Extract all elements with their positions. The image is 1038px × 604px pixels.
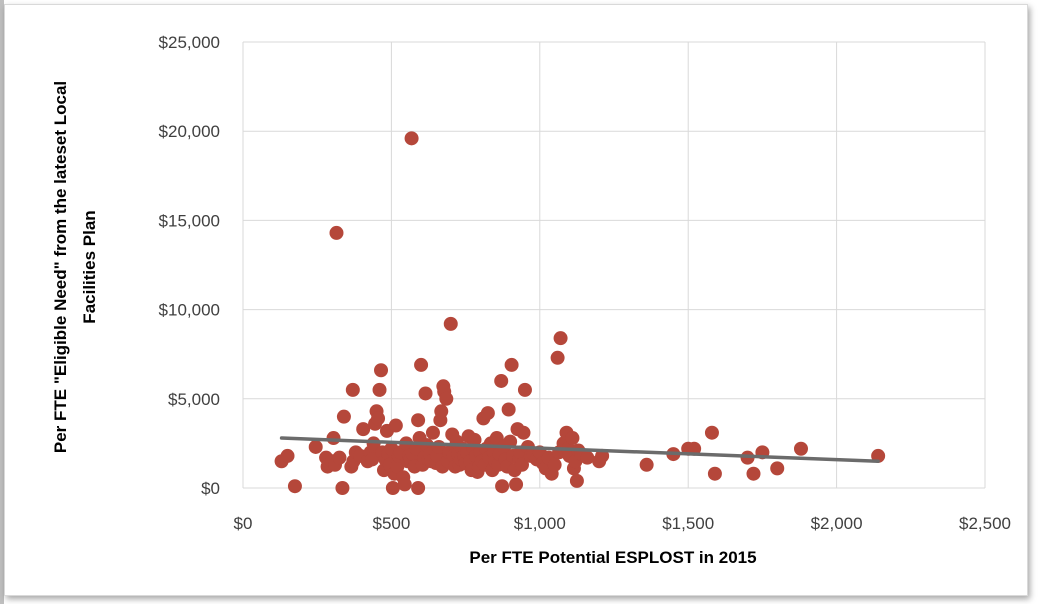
y-tick-label: $20,000 — [159, 122, 220, 141]
data-point — [639, 457, 654, 472]
gridlines — [242, 41, 986, 489]
data-point — [365, 452, 380, 467]
y-tick-label: $0 — [201, 479, 220, 498]
data-point — [280, 448, 295, 463]
y-axis-title: Per FTE "Eligible Need" from the lateset… — [51, 81, 99, 453]
data-point — [514, 457, 529, 472]
data-point — [287, 479, 302, 494]
y-tick-label: $15,000 — [159, 211, 220, 230]
data-point — [411, 413, 426, 428]
x-axis-title: Per FTE Potential ESPLOST in 2015 — [469, 548, 756, 567]
data-point — [371, 411, 386, 426]
data-point — [569, 473, 584, 488]
data-point — [495, 479, 510, 494]
data-point — [388, 418, 403, 433]
trendline-group — [279, 436, 880, 463]
data-point — [494, 373, 509, 388]
x-tick-label: $0 — [234, 514, 253, 533]
data-point — [332, 450, 347, 465]
data-point — [374, 363, 389, 378]
x-tick-label: $500 — [372, 514, 410, 533]
data-point — [565, 431, 580, 446]
data-point — [516, 425, 531, 440]
data-point — [397, 477, 412, 492]
y-axis-title-line1: Per FTE "Eligible Need" from the lateset… — [51, 81, 70, 453]
y-tick-label: $10,000 — [159, 301, 220, 320]
data-point — [580, 450, 595, 465]
data-points — [274, 131, 886, 495]
data-point — [480, 406, 495, 421]
data-point — [793, 441, 808, 456]
data-point — [414, 357, 429, 372]
data-point — [439, 391, 454, 406]
data-point — [553, 331, 568, 346]
y-axis-title-line2: Facilities Plan — [80, 210, 99, 323]
data-point — [372, 382, 387, 397]
y-tick-label: $25,000 — [159, 33, 220, 52]
data-point — [356, 422, 371, 437]
y-tick-label: $5,000 — [168, 390, 220, 409]
x-tick-labels: $0 $500 $1,000 $1,500 $2,000 $2,500 — [234, 514, 1011, 533]
x-tick-label: $2,500 — [959, 514, 1011, 533]
data-point — [404, 131, 419, 146]
data-point — [509, 477, 524, 492]
y-tick-labels: $0 $5,000 $10,000 $15,000 $20,000 $25,000 — [159, 33, 220, 498]
data-point — [336, 409, 351, 424]
data-point — [425, 425, 440, 440]
trendline — [279, 436, 880, 463]
x-tick-label: $2,000 — [811, 514, 863, 533]
data-point — [326, 431, 341, 446]
data-point — [434, 404, 449, 419]
data-point — [345, 382, 360, 397]
window-left-edge — [0, 0, 4, 604]
data-point — [504, 357, 519, 372]
chart-frame — [4, 4, 1028, 596]
data-point — [390, 459, 405, 474]
data-point — [501, 402, 516, 417]
data-point — [770, 461, 785, 476]
data-point — [418, 386, 433, 401]
data-point — [308, 439, 323, 454]
data-point — [746, 466, 761, 481]
data-point — [385, 481, 400, 495]
data-point — [467, 432, 482, 447]
data-point — [704, 425, 719, 440]
data-point — [411, 481, 426, 495]
data-point — [707, 466, 722, 481]
data-point — [547, 457, 562, 472]
x-tick-label: $1,000 — [514, 514, 566, 533]
data-point — [443, 316, 458, 331]
data-point — [335, 481, 350, 495]
data-point — [517, 382, 532, 397]
data-point — [329, 225, 344, 240]
x-tick-label: $1,500 — [662, 514, 714, 533]
data-point — [550, 350, 565, 365]
